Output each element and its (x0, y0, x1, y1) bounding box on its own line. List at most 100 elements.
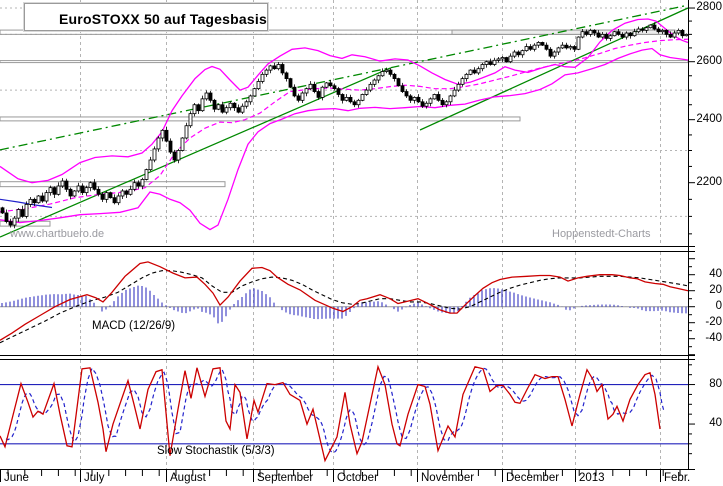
candle-body (60, 180, 65, 187)
candle-body (176, 150, 181, 161)
candle-body (220, 104, 225, 113)
candle-body (536, 42, 541, 46)
stoch-indicator-label: Slow Stochastik (5/3/3) (157, 445, 275, 457)
candle-body (236, 107, 241, 113)
candle-body (352, 101, 357, 106)
candle-body (200, 98, 205, 112)
x-axis-month-label: September (257, 472, 314, 484)
candle-body (532, 44, 537, 50)
x-axis-month-label: October (337, 472, 378, 484)
candle-body (52, 187, 57, 195)
candle-body (552, 51, 557, 57)
candle-body (16, 209, 21, 219)
candle-body (208, 92, 213, 101)
candle-body (312, 83, 317, 92)
candle-body (456, 83, 461, 91)
candle-body (216, 104, 221, 110)
candle-body (564, 44, 569, 49)
candle-body (268, 65, 273, 71)
candle-body (12, 217, 17, 226)
candle-body (164, 129, 169, 142)
candle-body (80, 185, 85, 194)
candle-body (672, 32, 677, 38)
candle-body (192, 104, 197, 115)
price-tick-label: 2600 (696, 54, 722, 67)
candle-body (232, 102, 237, 109)
x-axis-month-label: June (4, 472, 29, 484)
candle-body (584, 31, 589, 35)
candle-body (684, 33, 689, 37)
candle-body (368, 83, 373, 91)
candle-body (184, 125, 189, 139)
candle-body (548, 48, 553, 57)
candle-body (280, 64, 285, 74)
candle-body (324, 82, 329, 88)
macd-tick-label: 20 (709, 283, 722, 296)
candle-body (84, 187, 89, 194)
candle-body (212, 99, 217, 110)
candle-body (388, 69, 393, 75)
candle-body (116, 195, 121, 204)
candle-body (444, 101, 449, 106)
macd-indicator-label: MACD (12/26/9) (92, 320, 176, 332)
candle-body (404, 91, 409, 97)
candle-body (560, 44, 565, 49)
candle-body (292, 86, 297, 97)
candle-body (600, 33, 605, 38)
candle-body (296, 95, 301, 101)
candle-body (492, 59, 497, 65)
candle-body (524, 46, 529, 52)
candle-body (300, 92, 305, 101)
candle-body (656, 28, 661, 33)
candle-body (420, 101, 425, 107)
candle-body (120, 190, 125, 197)
candle-body (108, 192, 113, 199)
candle-body (128, 188, 133, 195)
candle-body (488, 61, 493, 65)
candle-body (660, 29, 665, 33)
candle-body (76, 185, 81, 192)
candle-body (588, 29, 593, 35)
candle-body (632, 31, 637, 37)
candle-body (168, 140, 173, 153)
price-tick-label: 2400 (696, 112, 722, 125)
candle-body (320, 86, 325, 98)
candle-body (64, 180, 69, 190)
candle-body (668, 33, 673, 38)
candle-body (40, 195, 45, 202)
candle-body (316, 91, 321, 98)
macd-line (0, 261, 689, 341)
candle-body (504, 57, 509, 63)
candle-body (636, 28, 641, 33)
candle-body (172, 151, 177, 161)
candle-body (468, 69, 473, 75)
stoch-tick-label: 40 (709, 417, 722, 430)
candle-body (452, 89, 457, 97)
candle-body (380, 71, 385, 77)
bollinger-lower (0, 47, 689, 231)
candle-body (188, 113, 193, 127)
candle-body (496, 58, 501, 61)
candle-body (180, 137, 185, 151)
candle-body (348, 96, 353, 103)
sr-zone (0, 116, 521, 122)
candle-body (20, 209, 25, 217)
candle-body (28, 198, 33, 205)
candle-body (100, 193, 105, 200)
candle-body (332, 85, 337, 90)
bollinger-middle (0, 38, 689, 213)
candle-body (416, 96, 421, 103)
stoch-k-line (0, 364, 661, 463)
candle-body (640, 28, 645, 31)
candle-body (196, 104, 201, 112)
watermark-hoppenstedt: Hoppenstedt-Charts (552, 228, 651, 240)
candle-body (264, 69, 269, 75)
candle-body (624, 32, 629, 38)
candle-body (36, 195, 41, 204)
candle-body (136, 182, 141, 187)
candle-body (68, 188, 73, 197)
candle-body (44, 192, 49, 202)
candle-body (340, 94, 345, 101)
candle-body (148, 159, 153, 171)
